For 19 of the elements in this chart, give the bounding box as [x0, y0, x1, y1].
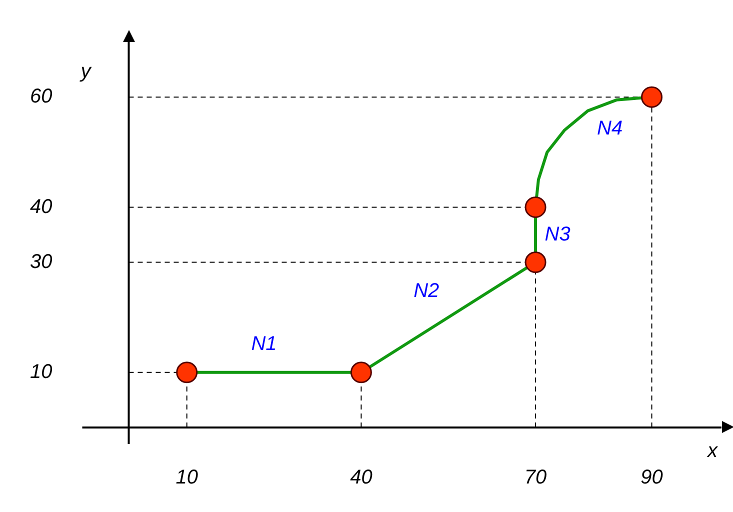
point [641, 86, 663, 108]
point [350, 362, 372, 384]
annotation: N1 [251, 332, 277, 355]
y-axis-title: y [78, 60, 92, 83]
x-tick-label: 10 [176, 466, 198, 489]
x-axis-title: x [706, 440, 718, 462]
y-tick-label: 60 [30, 86, 52, 108]
x-tick-label: 40 [350, 466, 372, 489]
y-tick-label: 30 [30, 250, 52, 273]
y-tick-label: 10 [30, 360, 52, 383]
x-tick-label: 70 [524, 466, 547, 489]
annotation: N3 [544, 223, 570, 246]
x-tick-label: 90 [640, 466, 663, 489]
y-tick-label: 40 [30, 196, 52, 218]
annotation: N4 [597, 117, 623, 140]
point [524, 196, 546, 218]
annotation: N2 [414, 280, 440, 302]
point [176, 362, 198, 384]
point [524, 252, 546, 274]
